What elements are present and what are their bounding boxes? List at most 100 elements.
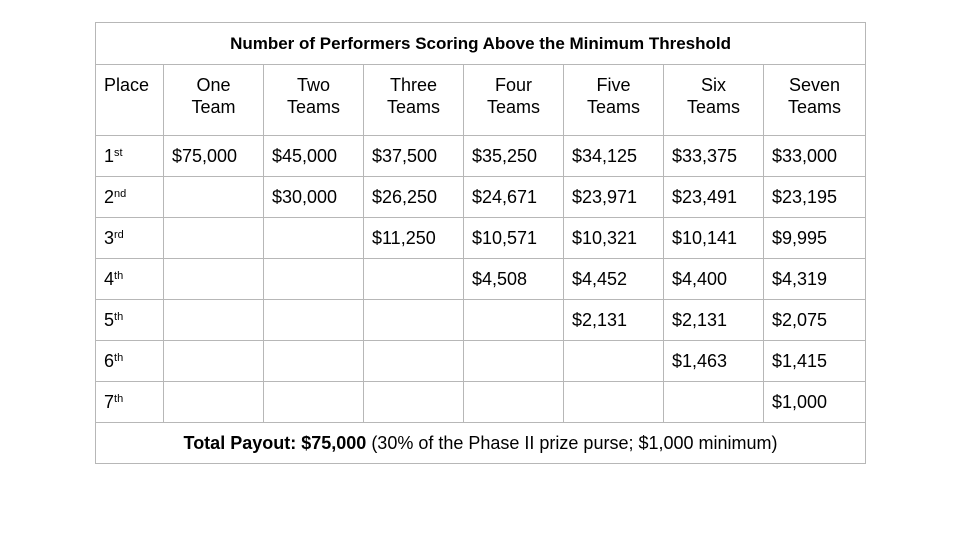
total-label: Total Payout: xyxy=(183,433,297,453)
payout-cell: $23,971 xyxy=(563,176,664,218)
payout-cell xyxy=(463,299,564,341)
payout-cell: $1,415 xyxy=(762,340,867,382)
payout-cell xyxy=(363,340,464,382)
column-header-two-teams: Two Teams xyxy=(263,64,364,136)
place-number: 1 xyxy=(104,146,115,166)
column-header-five-teams: Five Teams xyxy=(563,64,664,136)
payout-cell xyxy=(263,340,364,382)
payout-table: Number of Performers Scoring Above the M… xyxy=(94,22,867,464)
table-title: Number of Performers Scoring Above the M… xyxy=(94,22,867,65)
table-row: 4th $4,508 $4,452 $4,400 $4,319 xyxy=(95,258,867,300)
payout-cell xyxy=(163,217,264,259)
column-header-line: Two xyxy=(296,75,330,95)
column-header-line: Teams xyxy=(788,97,842,117)
payout-cell xyxy=(363,299,464,341)
payout-cell xyxy=(263,299,364,341)
place-cell: 5th xyxy=(95,299,164,341)
column-header-four-teams: Four Teams xyxy=(463,64,564,136)
header-row: Place One Team Two Teams Three Teams Four Te… xyxy=(95,64,867,136)
table-row: 3rd $11,250 $10,571 $10,321 $10,141 $9,9… xyxy=(95,217,867,259)
column-header-one-team: One Team xyxy=(163,64,264,136)
total-row: Total Payout: $75,000 (30% of the Phase … xyxy=(94,422,867,464)
column-header-line: Teams xyxy=(286,97,340,117)
column-header-line: Teams xyxy=(586,97,640,117)
payout-cell: $4,319 xyxy=(762,258,867,300)
total-amount: $75,000 xyxy=(301,433,367,453)
payout-cell: $37,500 xyxy=(363,135,464,177)
column-header-three-teams: Three Teams xyxy=(363,64,464,136)
payout-cell xyxy=(163,381,264,423)
place-suffix: th xyxy=(114,270,124,282)
place-number: 4 xyxy=(104,269,115,289)
table-row: 1st $75,000 $45,000 $37,500 $35,250 $34,… xyxy=(95,135,867,177)
column-header-line: Teams xyxy=(486,97,540,117)
payout-cell: $33,000 xyxy=(762,135,867,177)
payout-cell xyxy=(163,340,264,382)
payout-cell: $2,131 xyxy=(563,299,664,341)
place-suffix: st xyxy=(114,147,123,159)
place-suffix: th xyxy=(114,352,124,364)
payout-cell: $10,321 xyxy=(563,217,664,259)
payout-cell: $23,195 xyxy=(762,176,867,218)
column-header-line: Six xyxy=(700,75,726,95)
column-header-line: One xyxy=(196,75,231,95)
payout-cell xyxy=(163,258,264,300)
place-cell: 6th xyxy=(95,340,164,382)
payout-cell: $4,452 xyxy=(563,258,664,300)
payout-cell xyxy=(463,381,564,423)
column-header-line: Five xyxy=(596,75,631,95)
payout-cell: $26,250 xyxy=(363,176,464,218)
column-header-six-teams: Six Teams xyxy=(663,64,764,136)
payout-cell xyxy=(163,176,264,218)
payout-cell: $4,400 xyxy=(663,258,764,300)
place-number: 7 xyxy=(104,392,115,412)
place-cell: 2nd xyxy=(95,176,164,218)
payout-cell xyxy=(363,258,464,300)
payout-cell: $4,508 xyxy=(463,258,564,300)
payout-cell: $35,250 xyxy=(463,135,564,177)
column-header-line: Team xyxy=(191,97,236,117)
payout-cell xyxy=(263,258,364,300)
table-row: 7th $1,000 xyxy=(95,381,867,423)
payout-cell xyxy=(563,340,664,382)
place-suffix: th xyxy=(114,393,124,405)
column-header-line: Teams xyxy=(686,97,740,117)
payout-cell xyxy=(163,299,264,341)
payout-cell xyxy=(363,381,464,423)
payout-cell: $75,000 xyxy=(163,135,264,177)
place-cell: 1st xyxy=(95,135,164,177)
title-row: Number of Performers Scoring Above the M… xyxy=(94,22,867,65)
column-header-line: Seven xyxy=(789,75,841,95)
column-header-line: Four xyxy=(494,75,532,95)
payout-cell: $34,125 xyxy=(563,135,664,177)
payout-cell: $1,000 xyxy=(762,381,867,423)
payout-cell: $10,571 xyxy=(463,217,564,259)
place-cell: 4th xyxy=(95,258,164,300)
payout-cell: $45,000 xyxy=(263,135,364,177)
payout-cell: $9,995 xyxy=(762,217,867,259)
table-row: 5th $2,131 $2,131 $2,075 xyxy=(95,299,867,341)
place-number: 6 xyxy=(104,351,115,371)
table-row: 2nd $30,000 $26,250 $24,671 $23,971 $23,… xyxy=(95,176,867,218)
payout-cell xyxy=(463,340,564,382)
place-cell: 3rd xyxy=(95,217,164,259)
payout-cell: $24,671 xyxy=(463,176,564,218)
place-cell: 7th xyxy=(95,381,164,423)
column-header-line: Teams xyxy=(386,97,440,117)
place-number: 5 xyxy=(104,310,115,330)
place-number: 3 xyxy=(104,228,115,248)
place-suffix: th xyxy=(114,311,124,323)
payout-cell xyxy=(563,381,664,423)
payout-cell xyxy=(663,381,764,423)
payout-cell: $2,075 xyxy=(762,299,867,341)
column-header-seven-teams: Seven Teams xyxy=(762,64,867,136)
payout-cell xyxy=(263,217,364,259)
place-suffix: nd xyxy=(114,188,127,200)
payout-cell: $2,131 xyxy=(663,299,764,341)
column-header-line: Three xyxy=(389,75,438,95)
payout-cell xyxy=(263,381,364,423)
place-suffix: rd xyxy=(114,229,124,241)
payout-cell: $1,463 xyxy=(663,340,764,382)
place-number: 2 xyxy=(104,187,115,207)
table-row: 6th $1,463 $1,415 xyxy=(95,340,867,382)
